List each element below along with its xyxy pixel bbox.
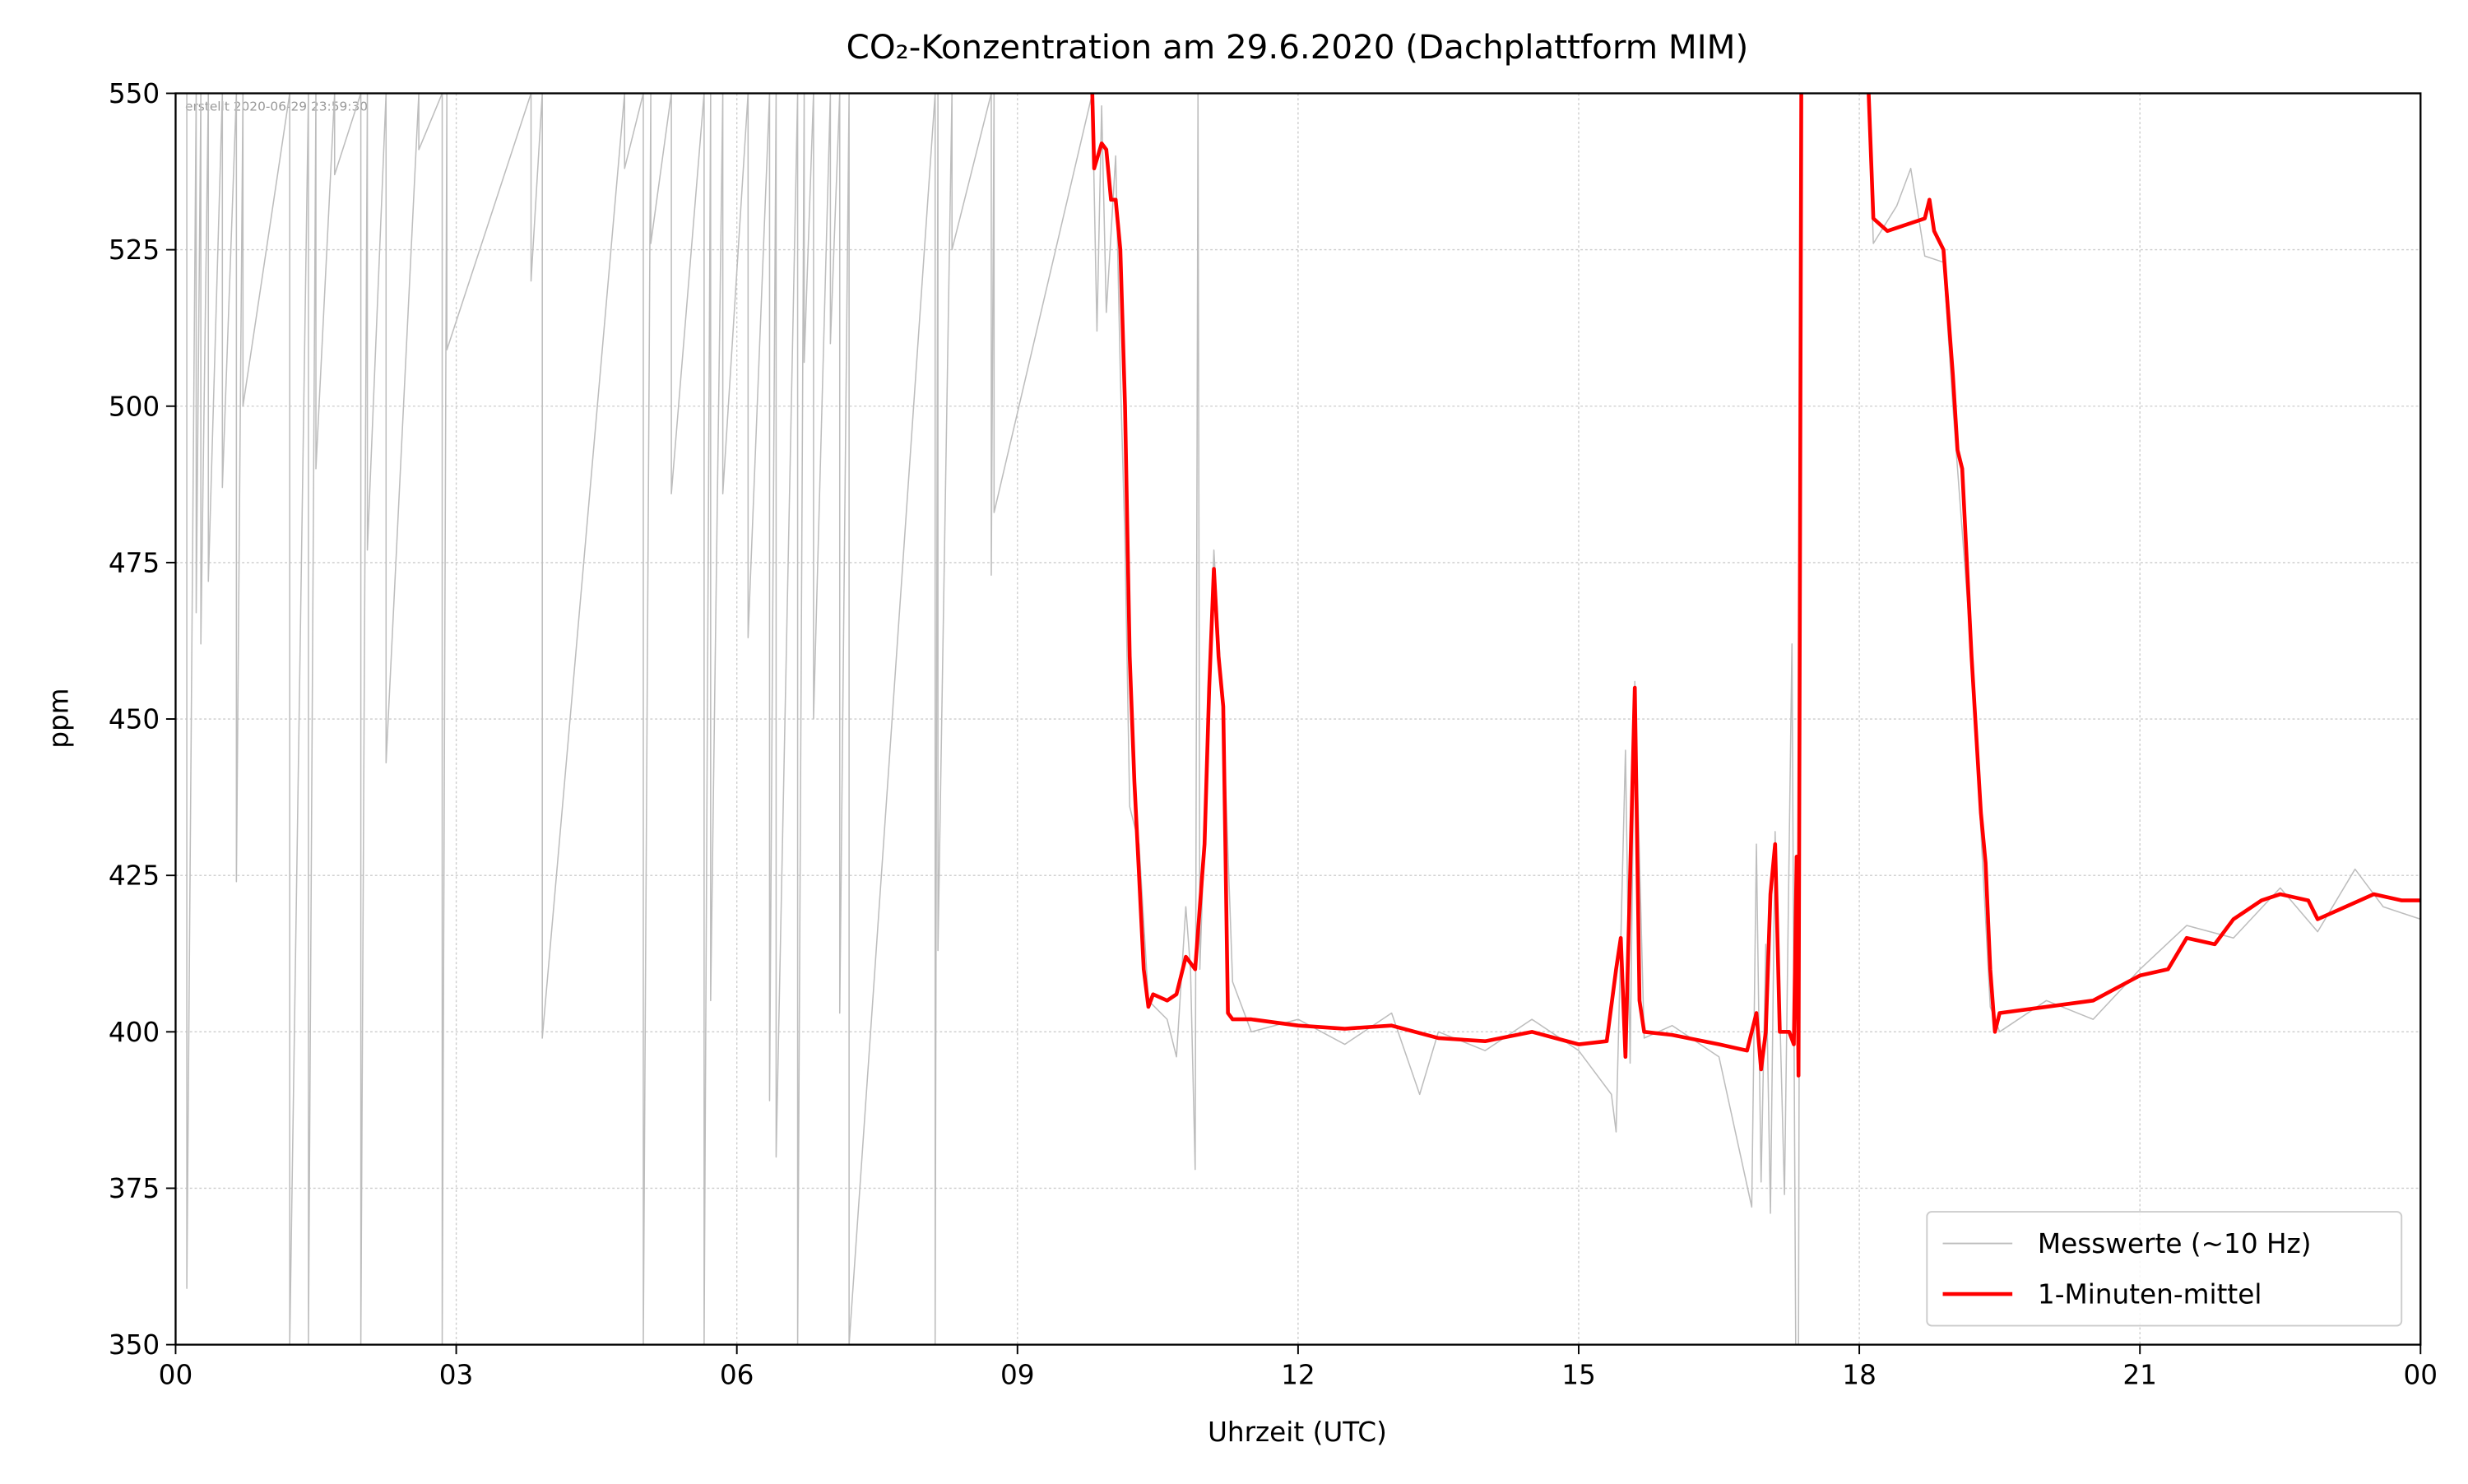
series-line [1090, 93, 2421, 1078]
legend: Messwerte (~10 Hz) 1-Minuten-mittel [1926, 1211, 2403, 1327]
x-tick-label: 12 [1281, 1360, 1315, 1391]
y-tick-label: 425 [109, 860, 160, 892]
y-tick-label: 500 [109, 391, 160, 422]
x-tick-label: 00 [2404, 1360, 2438, 1391]
y-tick-label: 550 [109, 78, 160, 109]
y-tick-label: 375 [109, 1173, 160, 1204]
y-tick-label: 450 [109, 704, 160, 735]
legend-label: 1-Minuten-mittel [2038, 1279, 2262, 1310]
y-tick-label: 525 [109, 234, 160, 266]
y-tick-label: 350 [109, 1329, 160, 1361]
plot-frame [174, 92, 2422, 1346]
y-tick-label: 475 [109, 547, 160, 578]
x-tick-label: 21 [2122, 1360, 2157, 1391]
annotation: erstellt 2020-06-29 23:59:30 [185, 100, 368, 114]
y-tick-label: 400 [109, 1017, 160, 1048]
x-tick-label: 00 [159, 1360, 193, 1391]
x-tick-label: 15 [1561, 1360, 1596, 1391]
x-tick-label: 09 [1000, 1360, 1035, 1391]
legend-label: Messwerte (~10 Hz) [2038, 1228, 2312, 1259]
legend-box [1926, 1211, 2403, 1327]
x-tick-label: 06 [720, 1360, 754, 1391]
x-tick-label: 03 [439, 1360, 474, 1391]
y-axis-label: ppm [44, 688, 75, 748]
plot-area [186, 93, 2421, 1345]
x-tick-label: 18 [1842, 1360, 1877, 1391]
chart-title: CO₂-Konzentration am 29.6.2020 (Dachplat… [847, 28, 1749, 67]
x-axis-label: Uhrzeit (UTC) [1208, 1417, 1387, 1448]
